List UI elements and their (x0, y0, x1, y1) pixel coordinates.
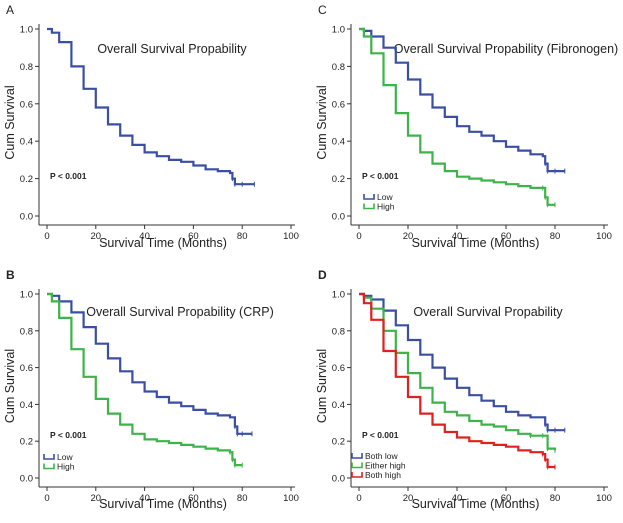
p-value: P < 0.001 (362, 430, 399, 440)
y-tick-label: 0.0 (332, 474, 345, 485)
x-axis-label: Survival Time (Months) (412, 236, 540, 250)
y-tick-label: 0.8 (332, 326, 345, 337)
y-tick-label: 0.2 (332, 174, 345, 185)
y-tick-label: 0.4 (20, 137, 33, 148)
y-tick-label: 0.8 (332, 62, 345, 73)
y-tick-label: 0.0 (20, 212, 33, 223)
chart-title: Overall Survival Propability (413, 305, 563, 319)
x-tick-label: 20 (91, 493, 102, 504)
panel-letter: C (318, 3, 327, 17)
x-tick-label: 60 (501, 231, 512, 242)
y-tick-label: 1.0 (20, 290, 33, 301)
panel-d: D 0.0 0.2 0.4 0.6 0.8 1.0 0 20 40 60 80 100 Survival … (315, 268, 612, 511)
panel-b: B 0.0 0.2 0.4 0.6 0.8 1.0 0 20 40 60 80 100 Survival … (3, 268, 299, 511)
y-axis-label: Cum Survival (315, 349, 329, 423)
x-tick-label: 100 (596, 493, 612, 504)
y-tick-label: 0.2 (332, 437, 345, 448)
y-tick-label: 0.2 (20, 174, 33, 185)
x-tick-label: 0 (44, 231, 49, 242)
chart-title: Overall Survival Propability (CRP) (86, 305, 274, 319)
series-line-both-high (359, 292, 555, 469)
series-line-low (47, 292, 252, 435)
x-tick-label: 80 (237, 493, 248, 504)
x-tick-label: 40 (452, 493, 463, 504)
chart-title: Overall Survival Propability (Fibronogen… (394, 42, 618, 56)
series-line-high (47, 292, 243, 467)
legend-label: Both low (365, 451, 398, 461)
x-tick-label: 80 (550, 231, 561, 242)
y-tick-label: 0.2 (20, 437, 33, 448)
panel-letter: D (318, 268, 327, 282)
y-tick-label: 0.0 (20, 474, 33, 485)
panel-c: C 0.0 0.2 0.4 0.6 0.8 1.0 0 20 40 60 80 100 Survival … (315, 3, 618, 250)
y-tick-label: 0.4 (332, 137, 345, 148)
panel-letter: A (6, 3, 14, 17)
y-axis-label: Cum Survival (315, 85, 329, 159)
x-tick-label: 80 (237, 231, 248, 242)
y-tick-label: 0.0 (332, 212, 345, 223)
x-tick-label: 20 (403, 493, 414, 504)
y-tick-label: 1.0 (332, 25, 345, 36)
y-axis-label: Cum Survival (3, 85, 17, 159)
x-axis-label: Survival Time (Months) (99, 236, 227, 250)
series-line-low (359, 27, 565, 173)
y-axis-label: Cum Survival (3, 349, 17, 423)
x-tick-label: 80 (550, 493, 561, 504)
x-tick-label: 0 (356, 231, 361, 242)
series-line-both-low (359, 292, 565, 432)
panel-a: A 0.0 0.2 0.4 0.6 0.8 1.0 0 20 40 60 80 100 Survival … (3, 3, 299, 250)
legend-label: Either high (365, 461, 406, 471)
y-tick-label: 0.6 (20, 363, 33, 374)
y-tick-label: 0.6 (332, 363, 345, 374)
y-tick-label: 0.4 (20, 400, 33, 411)
p-value: P < 0.001 (362, 171, 399, 181)
x-tick-label: 60 (188, 231, 199, 242)
y-tick-label: 0.4 (332, 400, 345, 411)
y-tick-label: 0.8 (20, 62, 33, 73)
y-tick-label: 0.8 (20, 326, 33, 337)
x-tick-label: 100 (283, 231, 299, 242)
chart-title: Overall Survival Propability (97, 42, 247, 56)
x-tick-label: 60 (188, 493, 199, 504)
y-tick-label: 0.6 (20, 99, 33, 110)
legend-swatch (351, 462, 363, 469)
x-tick-label: 100 (596, 231, 612, 242)
legend-swatch (43, 454, 55, 460)
x-tick-label: 40 (139, 231, 150, 242)
legend-label: High (377, 202, 395, 212)
legend-swatch (43, 463, 55, 470)
x-tick-label: 0 (356, 493, 361, 504)
y-tick-label: 0.6 (332, 99, 345, 110)
p-value: P < 0.001 (50, 171, 87, 181)
y-tick-label: 1.0 (332, 290, 345, 301)
x-axis-label: Survival Time (Months) (99, 497, 227, 511)
legend-swatch (363, 194, 375, 200)
x-tick-label: 20 (91, 231, 102, 242)
series-line-all (47, 27, 255, 186)
legend-label: Low (57, 452, 73, 462)
p-value: P < 0.001 (50, 430, 87, 440)
legend-swatch (351, 472, 363, 478)
x-axis-label: Survival Time (Months) (412, 497, 540, 511)
legend-label: Low (377, 192, 393, 202)
legend-label: Both high (365, 470, 401, 480)
series-line-high (359, 27, 555, 206)
x-tick-label: 20 (403, 231, 414, 242)
y-tick-label: 1.0 (20, 25, 33, 36)
legend-label: High (57, 462, 75, 472)
x-tick-label: 40 (139, 493, 150, 504)
x-tick-label: 40 (452, 231, 463, 242)
legend-swatch (351, 453, 363, 459)
x-tick-label: 0 (44, 493, 49, 504)
x-tick-label: 100 (283, 493, 299, 504)
legend-swatch (363, 203, 375, 210)
x-tick-label: 60 (501, 493, 512, 504)
panel-letter: B (6, 268, 15, 282)
